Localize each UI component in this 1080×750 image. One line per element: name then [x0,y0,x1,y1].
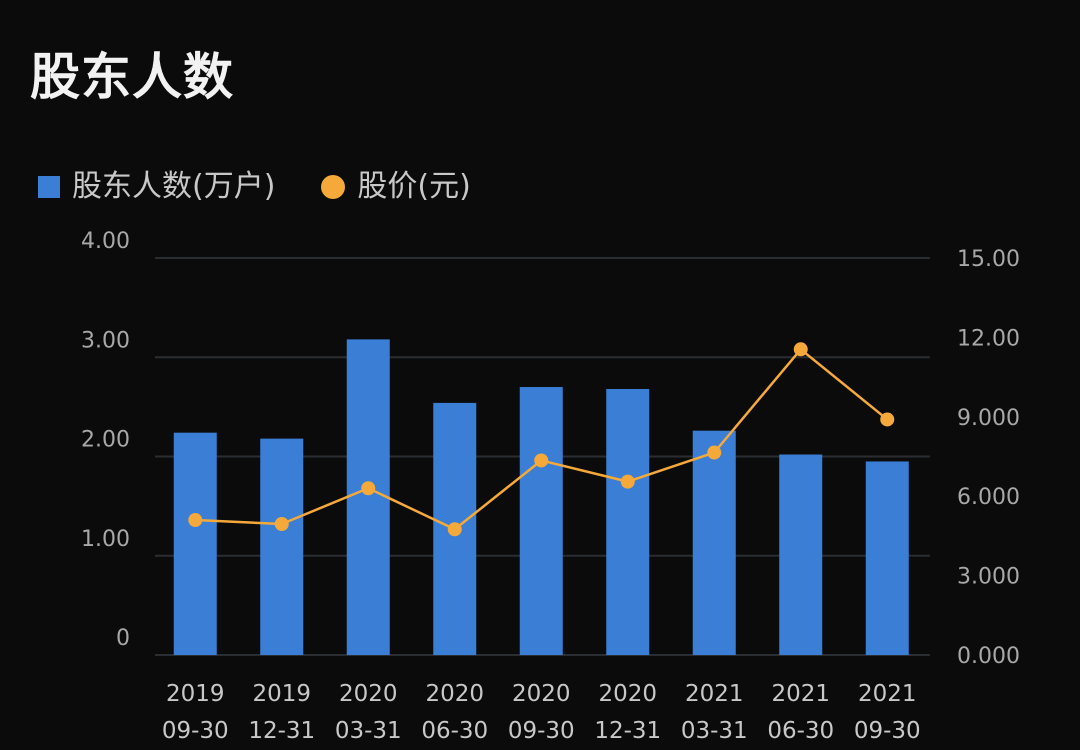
price-point [707,445,722,460]
x-tick-label-date: 12-31 [594,718,661,744]
legend-bar-swatch [38,176,60,198]
page-title: 股东人数 [30,48,234,106]
y-right-tick-label: 3.000 [957,565,1020,590]
x-tick-label-year: 2019 [252,681,311,707]
x-tick-label-date: 12-31 [248,718,315,744]
price-point [361,481,376,496]
x-tick-label-date: 03-31 [681,718,748,744]
legend-item-holders[interactable]: 股东人数(万户) [38,172,275,202]
y-right-tick-label: 12.00 [957,326,1020,351]
bar [346,339,390,655]
x-tick-label-year: 2019 [166,681,225,707]
y-right-tick-label: 9.000 [957,406,1020,431]
price-point [880,412,895,427]
price-point [620,474,635,489]
y-left-tick-label: 2.00 [81,428,130,453]
y-right-tick-label: 6.000 [957,485,1020,510]
x-tick-label-year: 2020 [598,681,657,707]
x-tick-label-date: 03-31 [335,718,402,744]
x-tick-label-year: 2021 [771,681,830,707]
x-tick-label-year: 2020 [425,681,484,707]
x-tick-label-year: 2021 [685,681,744,707]
x-tick-label-date: 09-30 [854,718,921,744]
legend-dot-swatch [321,175,346,199]
x-tick-label-year: 2021 [858,681,917,707]
chart-legend: 股东人数(万户) 股价(元) [38,172,517,202]
bar [606,389,650,655]
bar [865,461,909,655]
x-tick-label-date: 09-30 [162,718,229,744]
y-right-tick-label: 0.000 [957,644,1020,669]
bar [519,387,563,655]
x-tick-label-date: 06-30 [767,718,834,744]
x-tick-label-date: 09-30 [508,718,575,744]
legend-label-price: 股价(元) [357,169,471,204]
y-left-tick-label: 4.00 [81,229,130,254]
price-point [793,342,808,357]
y-left-tick-label: 0 [116,626,130,651]
x-tick-label-year: 2020 [512,681,571,707]
x-tick-label-year: 2020 [339,681,398,707]
y-right-tick-label: 15.00 [957,247,1020,272]
bar [692,430,736,655]
price-point [274,516,289,531]
y-left-tick-label: 3.00 [81,328,130,353]
price-point [534,453,549,468]
bar [260,438,304,655]
y-left-tick-label: 1.00 [81,527,130,552]
x-tick-label-date: 06-30 [421,718,488,744]
price-point [188,513,203,528]
bar [173,432,217,655]
price-point [447,522,462,537]
bar [779,454,823,655]
legend-item-price[interactable]: 股价(元) [321,169,471,204]
legend-label-holders: 股东人数(万户) [72,169,276,204]
